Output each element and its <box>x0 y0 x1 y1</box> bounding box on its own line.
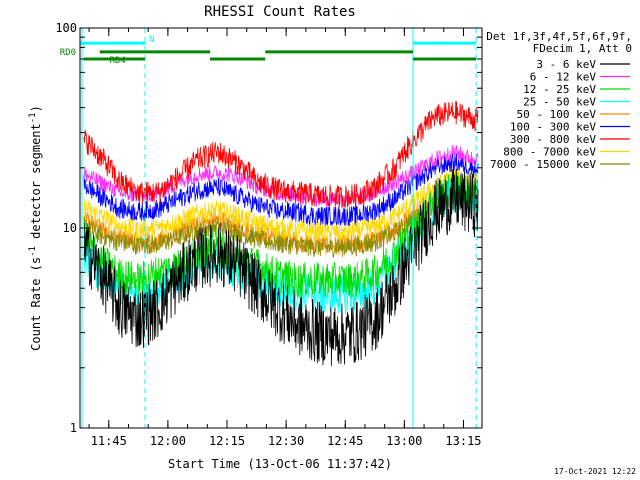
series-line-9 <box>83 185 479 259</box>
legend-label-9: 7000 - 15000 keV <box>490 158 596 171</box>
y-tick-label-3: 100 <box>55 21 77 35</box>
footer-date: 17-Oct-2021 12:22 <box>554 467 636 476</box>
series-line-6 <box>83 150 479 226</box>
y-axis-label-group: Count Rate (s-1 detector segment-1) <box>28 105 43 351</box>
series-group <box>83 100 479 367</box>
legend-label-4: 25 - 50 keV <box>523 96 596 109</box>
x-tick-label-5: 12:45 <box>327 434 363 448</box>
y-axis-label-sup2: -1 <box>28 112 38 123</box>
legend-label-3: 12 - 25 keV <box>523 83 596 96</box>
x-axis-ticks: 11:45 12:00 12:15 12:30 12:45 13:00 13:15 <box>88 28 482 448</box>
y-axis-label-main: Count Rate (s <box>29 257 43 351</box>
state-label-n: N <box>149 35 154 45</box>
y-tick-label-2: 10 <box>63 221 77 235</box>
state-label-rd4: RD4 <box>110 56 126 66</box>
instrument-state-bars: N RD0 RD4 <box>60 35 477 66</box>
x-axis-label: Start Time (13-Oct-06 11:37:42) <box>168 457 392 471</box>
series-line-1 <box>83 167 479 367</box>
legend: Det 1f,3f,4f,5f,6f,9f, FDecim 1, Att 0 3… <box>486 30 632 171</box>
y-axis-label: Count Rate (s-1 detector segment-1) <box>28 105 43 351</box>
x-tick-label-1: 11:45 <box>91 434 127 448</box>
y-axis-label-sup: -1 <box>28 246 38 257</box>
legend-header-2: FDecim 1, Att 0 <box>533 42 632 55</box>
legend-label-8: 800 - 7000 keV <box>503 146 596 159</box>
y-axis-ticks: 1 10 100 <box>55 21 482 435</box>
y-tick-label-1: 1 <box>70 421 77 435</box>
x-tick-label-6: 13:00 <box>386 434 422 448</box>
series-line-7 <box>83 100 479 209</box>
y-axis-label-suffix: detector segment <box>29 123 43 246</box>
x-tick-label-7: 13:15 <box>445 434 481 448</box>
x-tick-label-2: 12:00 <box>150 434 186 448</box>
legend-label-6: 100 - 300 keV <box>510 121 596 134</box>
series-line-3 <box>83 170 479 298</box>
x-tick-label-3: 12:15 <box>209 434 245 448</box>
legend-label-5: 50 - 100 keV <box>517 108 597 121</box>
legend-label-2: 6 - 12 keV <box>530 71 597 84</box>
legend-label-1: 3 - 6 keV <box>536 58 596 71</box>
state-label-rd0: RD0 <box>60 48 76 58</box>
x-tick-label-4: 12:30 <box>268 434 304 448</box>
chart-title: RHESSI Count Rates <box>204 4 356 20</box>
y-axis-label-close: ) <box>29 105 43 112</box>
legend-label-7: 300 - 800 keV <box>510 133 596 146</box>
legend-header-1: Det 1f,3f,4f,5f,6f,9f, <box>486 30 632 43</box>
series-line-8 <box>83 167 479 242</box>
